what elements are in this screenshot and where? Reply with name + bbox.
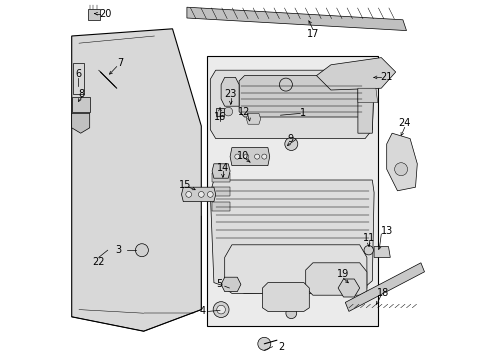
Polygon shape — [373, 247, 389, 257]
Circle shape — [363, 246, 373, 255]
Circle shape — [213, 302, 228, 318]
Circle shape — [207, 192, 213, 197]
Circle shape — [216, 305, 225, 314]
Polygon shape — [262, 283, 309, 311]
Bar — [88, 9, 101, 20]
Text: 1: 1 — [300, 108, 306, 118]
Text: 13: 13 — [380, 226, 392, 237]
Circle shape — [285, 308, 296, 319]
Polygon shape — [221, 77, 239, 106]
Text: 18: 18 — [376, 288, 388, 298]
Text: 16: 16 — [213, 112, 225, 122]
Text: 6: 6 — [75, 69, 81, 79]
Bar — [212, 202, 230, 211]
Polygon shape — [210, 70, 373, 139]
Polygon shape — [337, 279, 359, 297]
Polygon shape — [224, 245, 366, 293]
Circle shape — [254, 154, 259, 159]
Text: 15: 15 — [179, 180, 191, 190]
Text: 5: 5 — [216, 279, 222, 289]
Circle shape — [261, 154, 266, 159]
Circle shape — [234, 154, 239, 159]
Polygon shape — [305, 263, 366, 295]
Polygon shape — [210, 180, 373, 293]
Text: 23: 23 — [224, 89, 237, 99]
Bar — [215, 108, 223, 116]
Circle shape — [394, 163, 407, 176]
Polygon shape — [386, 133, 416, 191]
Polygon shape — [357, 70, 373, 133]
Polygon shape — [186, 7, 406, 31]
Text: 9: 9 — [286, 134, 292, 144]
Text: 10: 10 — [236, 150, 248, 161]
Text: 4: 4 — [200, 306, 205, 316]
Polygon shape — [72, 113, 89, 133]
Polygon shape — [72, 29, 201, 331]
Text: 22: 22 — [92, 257, 105, 267]
Circle shape — [244, 154, 248, 159]
Polygon shape — [357, 88, 377, 103]
Polygon shape — [181, 187, 215, 202]
Text: 11: 11 — [362, 233, 374, 243]
Polygon shape — [212, 164, 230, 178]
Bar — [212, 173, 230, 182]
Text: 17: 17 — [306, 29, 319, 39]
Text: 20: 20 — [100, 9, 112, 19]
Text: 24: 24 — [398, 118, 410, 129]
Circle shape — [224, 107, 232, 116]
Text: 8: 8 — [79, 89, 85, 99]
Text: 7: 7 — [117, 58, 123, 68]
Text: 12: 12 — [237, 107, 249, 117]
Text: 19: 19 — [337, 269, 349, 279]
Circle shape — [279, 78, 292, 91]
Polygon shape — [230, 148, 269, 166]
Circle shape — [185, 192, 191, 197]
Circle shape — [198, 192, 204, 197]
Polygon shape — [316, 58, 395, 90]
Polygon shape — [221, 277, 241, 292]
Circle shape — [135, 244, 148, 257]
Polygon shape — [239, 76, 365, 117]
Bar — [206, 56, 377, 326]
Text: 14: 14 — [216, 163, 228, 173]
Polygon shape — [345, 263, 424, 311]
Text: 2: 2 — [278, 342, 285, 352]
Bar — [212, 187, 230, 196]
Circle shape — [257, 337, 270, 350]
Text: 3: 3 — [115, 245, 121, 255]
Polygon shape — [246, 113, 260, 124]
Text: 21: 21 — [380, 72, 392, 82]
Circle shape — [284, 138, 297, 150]
Bar — [72, 97, 89, 112]
